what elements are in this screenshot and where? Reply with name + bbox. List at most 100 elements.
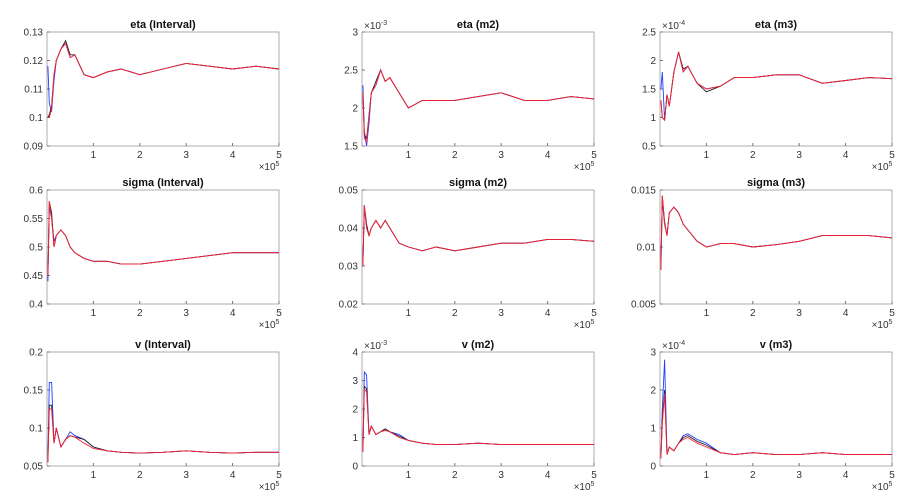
y-tick-label: 0.1 <box>29 424 43 435</box>
y-tick-label: 2.5 <box>642 28 656 39</box>
x-scale-label: ×105 <box>259 161 280 173</box>
y-tick-label: 3 <box>352 28 358 39</box>
x-scale-base: ×10 <box>259 162 276 173</box>
x-scale-base: ×10 <box>872 320 889 331</box>
x-scale-power: 5 <box>276 481 280 488</box>
x-scale-label: ×105 <box>872 319 893 331</box>
x-tick-label: 4 <box>545 150 551 161</box>
y-tick-label: 0.55 <box>24 214 44 225</box>
y-scale-power: -4 <box>679 20 685 27</box>
y-scale-base: ×10 <box>662 341 679 352</box>
x-tick-label: 5 <box>276 470 282 481</box>
chart-title: v (m2) <box>462 339 495 351</box>
x-tick-label: 1 <box>704 308 710 319</box>
axes-box <box>660 32 892 146</box>
y-tick-label: 3 <box>650 348 656 359</box>
y-tick-label: 0.015 <box>631 186 656 197</box>
x-tick-label: 4 <box>230 308 236 319</box>
x-tick-label: 3 <box>498 470 504 481</box>
x-tick-label: 1 <box>406 150 412 161</box>
y-tick-label: 2 <box>650 386 656 397</box>
y-scale-label: ×10-4 <box>662 20 685 32</box>
y-tick-label: 0.13 <box>24 28 44 39</box>
chart-title: v (Interval) <box>135 339 191 351</box>
x-tick-label: 2 <box>137 150 143 161</box>
axes-box <box>660 352 892 466</box>
y-tick-label: 0.45 <box>24 271 44 282</box>
y-scale-base: ×10 <box>662 21 679 32</box>
x-scale-power: 5 <box>591 161 595 168</box>
y-tick-label: 0.15 <box>24 386 44 397</box>
y-tick-label: 1 <box>650 424 656 435</box>
y-tick-label: 0.1 <box>29 113 43 124</box>
y-tick-label: 2.5 <box>344 66 358 77</box>
chart-title: sigma (m2) <box>449 177 507 189</box>
chart-title: eta (m3) <box>755 19 798 31</box>
y-tick-label: 0.2 <box>29 348 43 359</box>
x-tick-label: 3 <box>183 150 189 161</box>
x-tick-label: 2 <box>137 470 143 481</box>
x-scale-power: 5 <box>889 161 893 168</box>
x-tick-label: 5 <box>591 308 597 319</box>
y-tick-label: 1 <box>650 113 656 124</box>
y-tick-label: 0.5 <box>29 243 43 254</box>
x-tick-label: 1 <box>406 308 412 319</box>
x-scale-label: ×105 <box>574 161 595 173</box>
x-tick-label: 2 <box>452 150 458 161</box>
axes-box <box>47 32 279 146</box>
chart-title: eta (m2) <box>457 19 500 31</box>
y-tick-label: 0.005 <box>631 300 656 311</box>
x-tick-label: 2 <box>750 150 756 161</box>
y-tick-label: 4 <box>352 348 358 359</box>
x-scale-power: 5 <box>591 481 595 488</box>
x-tick-label: 5 <box>889 150 895 161</box>
y-tick-label: 0.03 <box>339 262 359 273</box>
y-tick-label: 2 <box>650 56 656 67</box>
figure: eta (Interval)0.090.10.110.120.1312345×1… <box>0 0 912 496</box>
axes-box <box>660 190 892 304</box>
y-tick-label: 2 <box>352 104 358 115</box>
x-tick-label: 4 <box>843 150 849 161</box>
x-tick-label: 3 <box>498 308 504 319</box>
x-tick-label: 1 <box>91 150 97 161</box>
x-scale-label: ×105 <box>872 161 893 173</box>
y-tick-label: 2 <box>352 405 358 416</box>
x-tick-label: 1 <box>91 308 97 319</box>
chart-title: sigma (Interval) <box>122 177 204 189</box>
x-scale-power: 5 <box>889 319 893 326</box>
y-tick-label: 0.11 <box>24 85 43 96</box>
y-scale-label: ×10-4 <box>662 340 685 352</box>
y-tick-label: 1.5 <box>642 85 656 96</box>
x-scale-power: 5 <box>276 161 280 168</box>
x-tick-label: 1 <box>406 470 412 481</box>
x-scale-label: ×105 <box>872 481 893 493</box>
y-tick-label: 0.4 <box>29 300 43 311</box>
x-scale-base: ×10 <box>872 482 889 493</box>
x-tick-label: 3 <box>796 470 802 481</box>
x-scale-label: ×105 <box>574 481 595 493</box>
axes-box <box>47 352 279 466</box>
x-tick-label: 3 <box>183 308 189 319</box>
x-tick-label: 4 <box>230 470 236 481</box>
x-tick-label: 5 <box>591 150 597 161</box>
x-tick-label: 2 <box>137 308 143 319</box>
y-tick-label: 0.6 <box>29 186 43 197</box>
y-tick-label: 0.12 <box>24 56 44 67</box>
x-scale-power: 5 <box>591 319 595 326</box>
x-scale-base: ×10 <box>259 320 276 331</box>
y-scale-power: -3 <box>381 20 387 27</box>
y-scale-base: ×10 <box>364 21 381 32</box>
y-tick-label: 1 <box>352 433 358 444</box>
y-scale-base: ×10 <box>364 341 381 352</box>
x-tick-label: 2 <box>452 470 458 481</box>
x-scale-label: ×105 <box>259 319 280 331</box>
x-tick-label: 5 <box>276 308 282 319</box>
y-tick-label: 0.5 <box>642 142 656 153</box>
x-tick-label: 4 <box>843 470 849 481</box>
x-tick-label: 1 <box>91 470 97 481</box>
y-tick-label: 0.05 <box>24 462 44 473</box>
x-tick-label: 3 <box>498 150 504 161</box>
y-tick-label: 0.05 <box>339 186 359 197</box>
axes-box <box>362 352 594 466</box>
x-tick-label: 5 <box>276 150 282 161</box>
